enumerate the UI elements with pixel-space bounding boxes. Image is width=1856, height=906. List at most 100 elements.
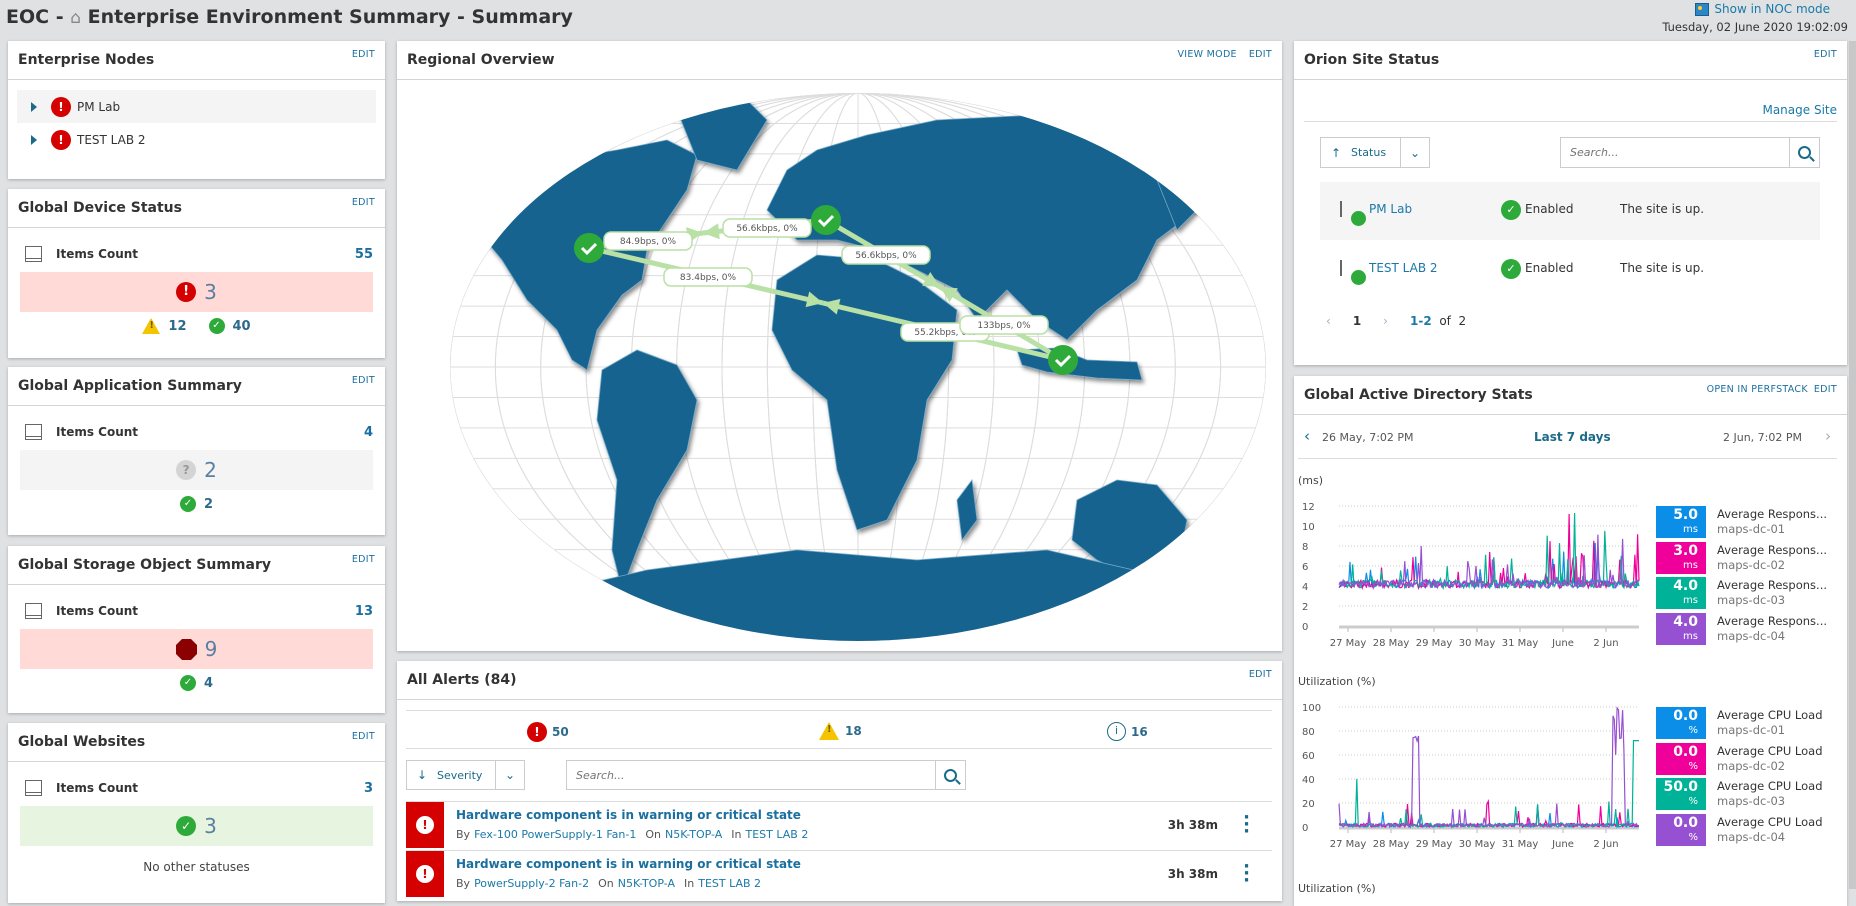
check-icon: ✓ bbox=[209, 318, 225, 334]
site-row[interactable]: PM Lab ✓ Enabled The site is up. bbox=[1320, 182, 1820, 240]
time-range-selector[interactable]: Last 7 days bbox=[1534, 430, 1611, 444]
svg-text:83.4bps, 0%: 83.4bps, 0% bbox=[680, 273, 737, 283]
unknown-icon: ? bbox=[176, 460, 196, 480]
svg-text:84.9bps, 0%: 84.9bps, 0% bbox=[620, 237, 677, 247]
x-tick-label: 30 May bbox=[1459, 839, 1496, 850]
home-icon[interactable]: ⌂ bbox=[70, 8, 81, 28]
expand-icon[interactable] bbox=[31, 102, 37, 112]
prev-range-icon[interactable]: ‹ bbox=[1304, 427, 1310, 445]
link-label[interactable]: 56.6kbps, 0% bbox=[723, 219, 811, 237]
check-icon: ✓ bbox=[176, 816, 196, 836]
next-page-icon[interactable]: › bbox=[1383, 314, 1388, 328]
edit-button[interactable]: EDIT bbox=[352, 375, 375, 386]
items-count[interactable]: 13 bbox=[355, 604, 373, 619]
legend-value-box[interactable]: 50.0% bbox=[1656, 778, 1706, 810]
items-count[interactable]: 3 bbox=[364, 781, 373, 796]
link-label[interactable]: 84.9bps, 0% bbox=[604, 232, 692, 250]
sort-status-button[interactable]: ↑Status⌄ bbox=[1320, 137, 1430, 168]
y-tick-label: 2 bbox=[1302, 602, 1308, 613]
legend-entry[interactable]: Average Respons...maps-dc-04 bbox=[1717, 614, 1827, 644]
next-range-icon[interactable]: › bbox=[1825, 427, 1831, 445]
search-button[interactable] bbox=[935, 761, 965, 789]
alert-title-link[interactable]: Hardware component is in warning or crit… bbox=[456, 808, 801, 822]
x-tick-label: 27 May bbox=[1330, 839, 1367, 850]
down-count-box[interactable]: 9 bbox=[20, 629, 373, 669]
site-search[interactable] bbox=[1560, 137, 1820, 168]
critical-icon: ! bbox=[416, 816, 434, 834]
edit-button[interactable]: EDIT bbox=[352, 197, 375, 208]
check-icon: ✓ bbox=[1501, 259, 1521, 279]
view-mode-button[interactable]: VIEW MODE bbox=[1177, 49, 1236, 60]
edit-button[interactable]: EDIT bbox=[1814, 384, 1837, 395]
critical-count-box[interactable]: !3 bbox=[20, 272, 373, 312]
legend-value-box[interactable]: 0.0% bbox=[1656, 743, 1706, 775]
legend-entry[interactable]: Average Respons...maps-dc-01 bbox=[1717, 507, 1827, 537]
alert-title-link[interactable]: Hardware component is in warning or crit… bbox=[456, 857, 801, 871]
node-item[interactable]: !PM Lab bbox=[17, 90, 376, 123]
search-button[interactable] bbox=[1789, 138, 1819, 167]
node-item[interactable]: !TEST LAB 2 bbox=[17, 123, 376, 156]
unknown-count-box[interactable]: ?2 bbox=[20, 450, 373, 490]
alert-row[interactable]: ! Hardware component is in warning or cr… bbox=[406, 850, 1272, 897]
device-icon bbox=[25, 780, 42, 796]
up-status-dot bbox=[1351, 211, 1366, 226]
edit-button[interactable]: EDIT bbox=[352, 49, 375, 60]
site-search-input[interactable] bbox=[1561, 146, 1789, 159]
edit-button[interactable]: EDIT bbox=[1249, 49, 1272, 60]
more-options-icon[interactable]: ··· bbox=[1243, 814, 1250, 835]
sort-severity-button[interactable]: ↓Severity⌄ bbox=[406, 760, 525, 790]
warning-alerts-count[interactable]: 18 bbox=[819, 722, 862, 740]
legend-entry[interactable]: Average Respons...maps-dc-02 bbox=[1717, 543, 1827, 573]
site-node-up[interactable] bbox=[574, 233, 604, 263]
manage-site-link[interactable]: Manage Site bbox=[1762, 103, 1837, 117]
link-label[interactable]: 83.4bps, 0% bbox=[664, 268, 752, 286]
open-perfstack-button[interactable]: OPEN IN PERFSTACK bbox=[1707, 384, 1808, 395]
edit-button[interactable]: EDIT bbox=[1249, 669, 1272, 680]
y-tick-label: 0 bbox=[1302, 622, 1308, 633]
legend-value-box[interactable]: 0.0% bbox=[1656, 707, 1706, 739]
alerts-search[interactable] bbox=[566, 760, 966, 790]
legend-entry[interactable]: Average Respons...maps-dc-03 bbox=[1717, 578, 1827, 608]
legend-value-box[interactable]: 0.0% bbox=[1656, 814, 1706, 846]
edit-button[interactable]: EDIT bbox=[352, 554, 375, 565]
arrow-up-icon: ↑ bbox=[1321, 146, 1351, 160]
alerts-search-input[interactable] bbox=[567, 769, 935, 782]
world-map[interactable]: 84.9bps, 0% 56.6kbps, 0% 56.6kbps, 0% 83.4b… bbox=[397, 80, 1282, 651]
edit-button[interactable]: EDIT bbox=[352, 731, 375, 742]
items-count[interactable]: 4 bbox=[364, 425, 373, 440]
noc-mode-link[interactable]: Show in NOC mode bbox=[1695, 2, 1830, 16]
check-icon: ✓ bbox=[180, 496, 196, 512]
check-icon: ✓ bbox=[180, 675, 196, 691]
site-node-up[interactable] bbox=[1048, 345, 1078, 375]
edit-button[interactable]: EDIT bbox=[1814, 49, 1837, 60]
site-node-up[interactable] bbox=[811, 205, 841, 235]
chevron-down-icon[interactable]: ⌄ bbox=[1400, 138, 1429, 167]
y-tick-label: 40 bbox=[1302, 775, 1315, 786]
up-count-box[interactable]: ✓3 bbox=[20, 806, 373, 846]
link-label[interactable]: 56.6kbps, 0% bbox=[842, 246, 930, 264]
site-row[interactable]: TEST LAB 2 ✓ Enabled The site is up. bbox=[1320, 241, 1820, 299]
expand-icon[interactable] bbox=[31, 135, 37, 145]
items-count[interactable]: 55 bbox=[355, 247, 373, 262]
more-options-icon[interactable]: ··· bbox=[1243, 863, 1250, 884]
critical-alerts-count[interactable]: !50 bbox=[527, 722, 569, 742]
alert-row[interactable]: ! Hardware component is in warning or cr… bbox=[406, 801, 1272, 848]
link-label[interactable]: 133bps, 0% bbox=[960, 316, 1048, 334]
chevron-down-icon[interactable]: ⌄ bbox=[495, 761, 524, 789]
prev-page-icon[interactable]: ‹ bbox=[1326, 314, 1331, 328]
scrollbar[interactable] bbox=[1849, 41, 1856, 889]
